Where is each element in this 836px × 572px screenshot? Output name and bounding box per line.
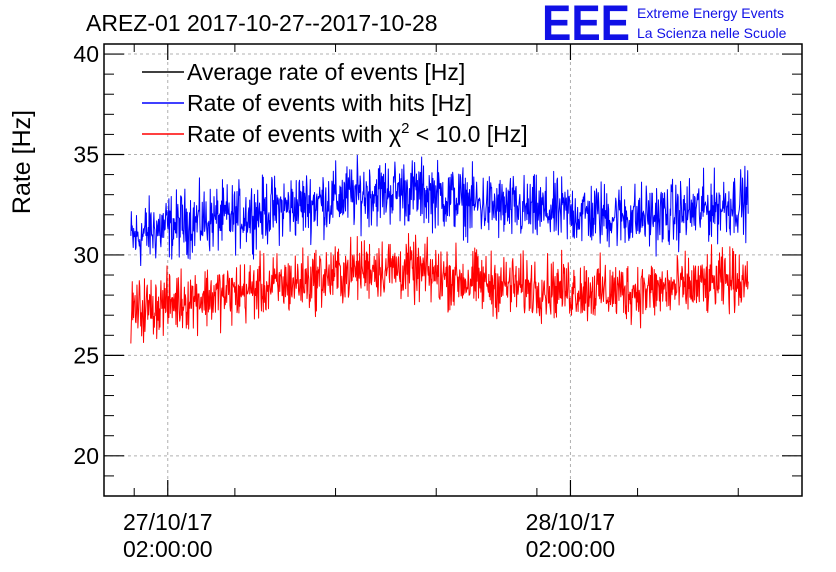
- plot-frame: [103, 43, 803, 497]
- logo-letters: EEE: [542, 0, 630, 51]
- tick-labels: 202530354027/10/1702:00:0028/10/1702:00:…: [73, 41, 615, 562]
- x-tick-label-0-date: 27/10/17: [123, 509, 213, 535]
- x-tick-label-0-time: 02:00:00: [123, 536, 213, 562]
- series-line-1: [130, 154, 749, 267]
- y-tick-label-40: 40: [73, 41, 99, 67]
- y-tick-label-25: 25: [73, 342, 99, 368]
- grid: [104, 44, 802, 496]
- series-layer: [130, 154, 749, 344]
- legend-label-chi2-symbol: χ: [389, 121, 401, 147]
- eee-logo: EEE Extreme Energy Events La Scienza nel…: [542, 0, 787, 51]
- legend-label-chi2: Rate of events with χ2 < 10.0 [Hz]: [187, 120, 528, 147]
- logo-line-2: La Scienza nelle Scuole: [637, 25, 787, 41]
- y-tick-label-30: 30: [73, 242, 99, 268]
- legend-label-hits: Rate of events with hits [Hz]: [187, 90, 472, 116]
- legend: Average rate of events [Hz] Rate of even…: [142, 59, 528, 147]
- y-tick-label-20: 20: [73, 443, 99, 469]
- y-axis-label: Rate [Hz]: [8, 110, 36, 214]
- chart-title: AREZ-01 2017-10-27--2017-10-28: [86, 10, 438, 36]
- x-tick-label-1-date: 28/10/17: [526, 509, 616, 535]
- logo-line-1: Extreme Energy Events: [637, 5, 784, 21]
- x-tick-label-1-time: 02:00:00: [526, 536, 616, 562]
- legend-label-chi2-superscript: 2: [401, 120, 409, 137]
- axis-ticks: [104, 44, 802, 497]
- legend-label-chi2-suffix: < 10.0 [Hz]: [409, 121, 527, 147]
- legend-label-average: Average rate of events [Hz]: [187, 59, 465, 85]
- legend-label-chi2-prefix: Rate of events with: [187, 121, 389, 147]
- y-tick-label-35: 35: [73, 141, 99, 167]
- series-line-2: [130, 233, 749, 344]
